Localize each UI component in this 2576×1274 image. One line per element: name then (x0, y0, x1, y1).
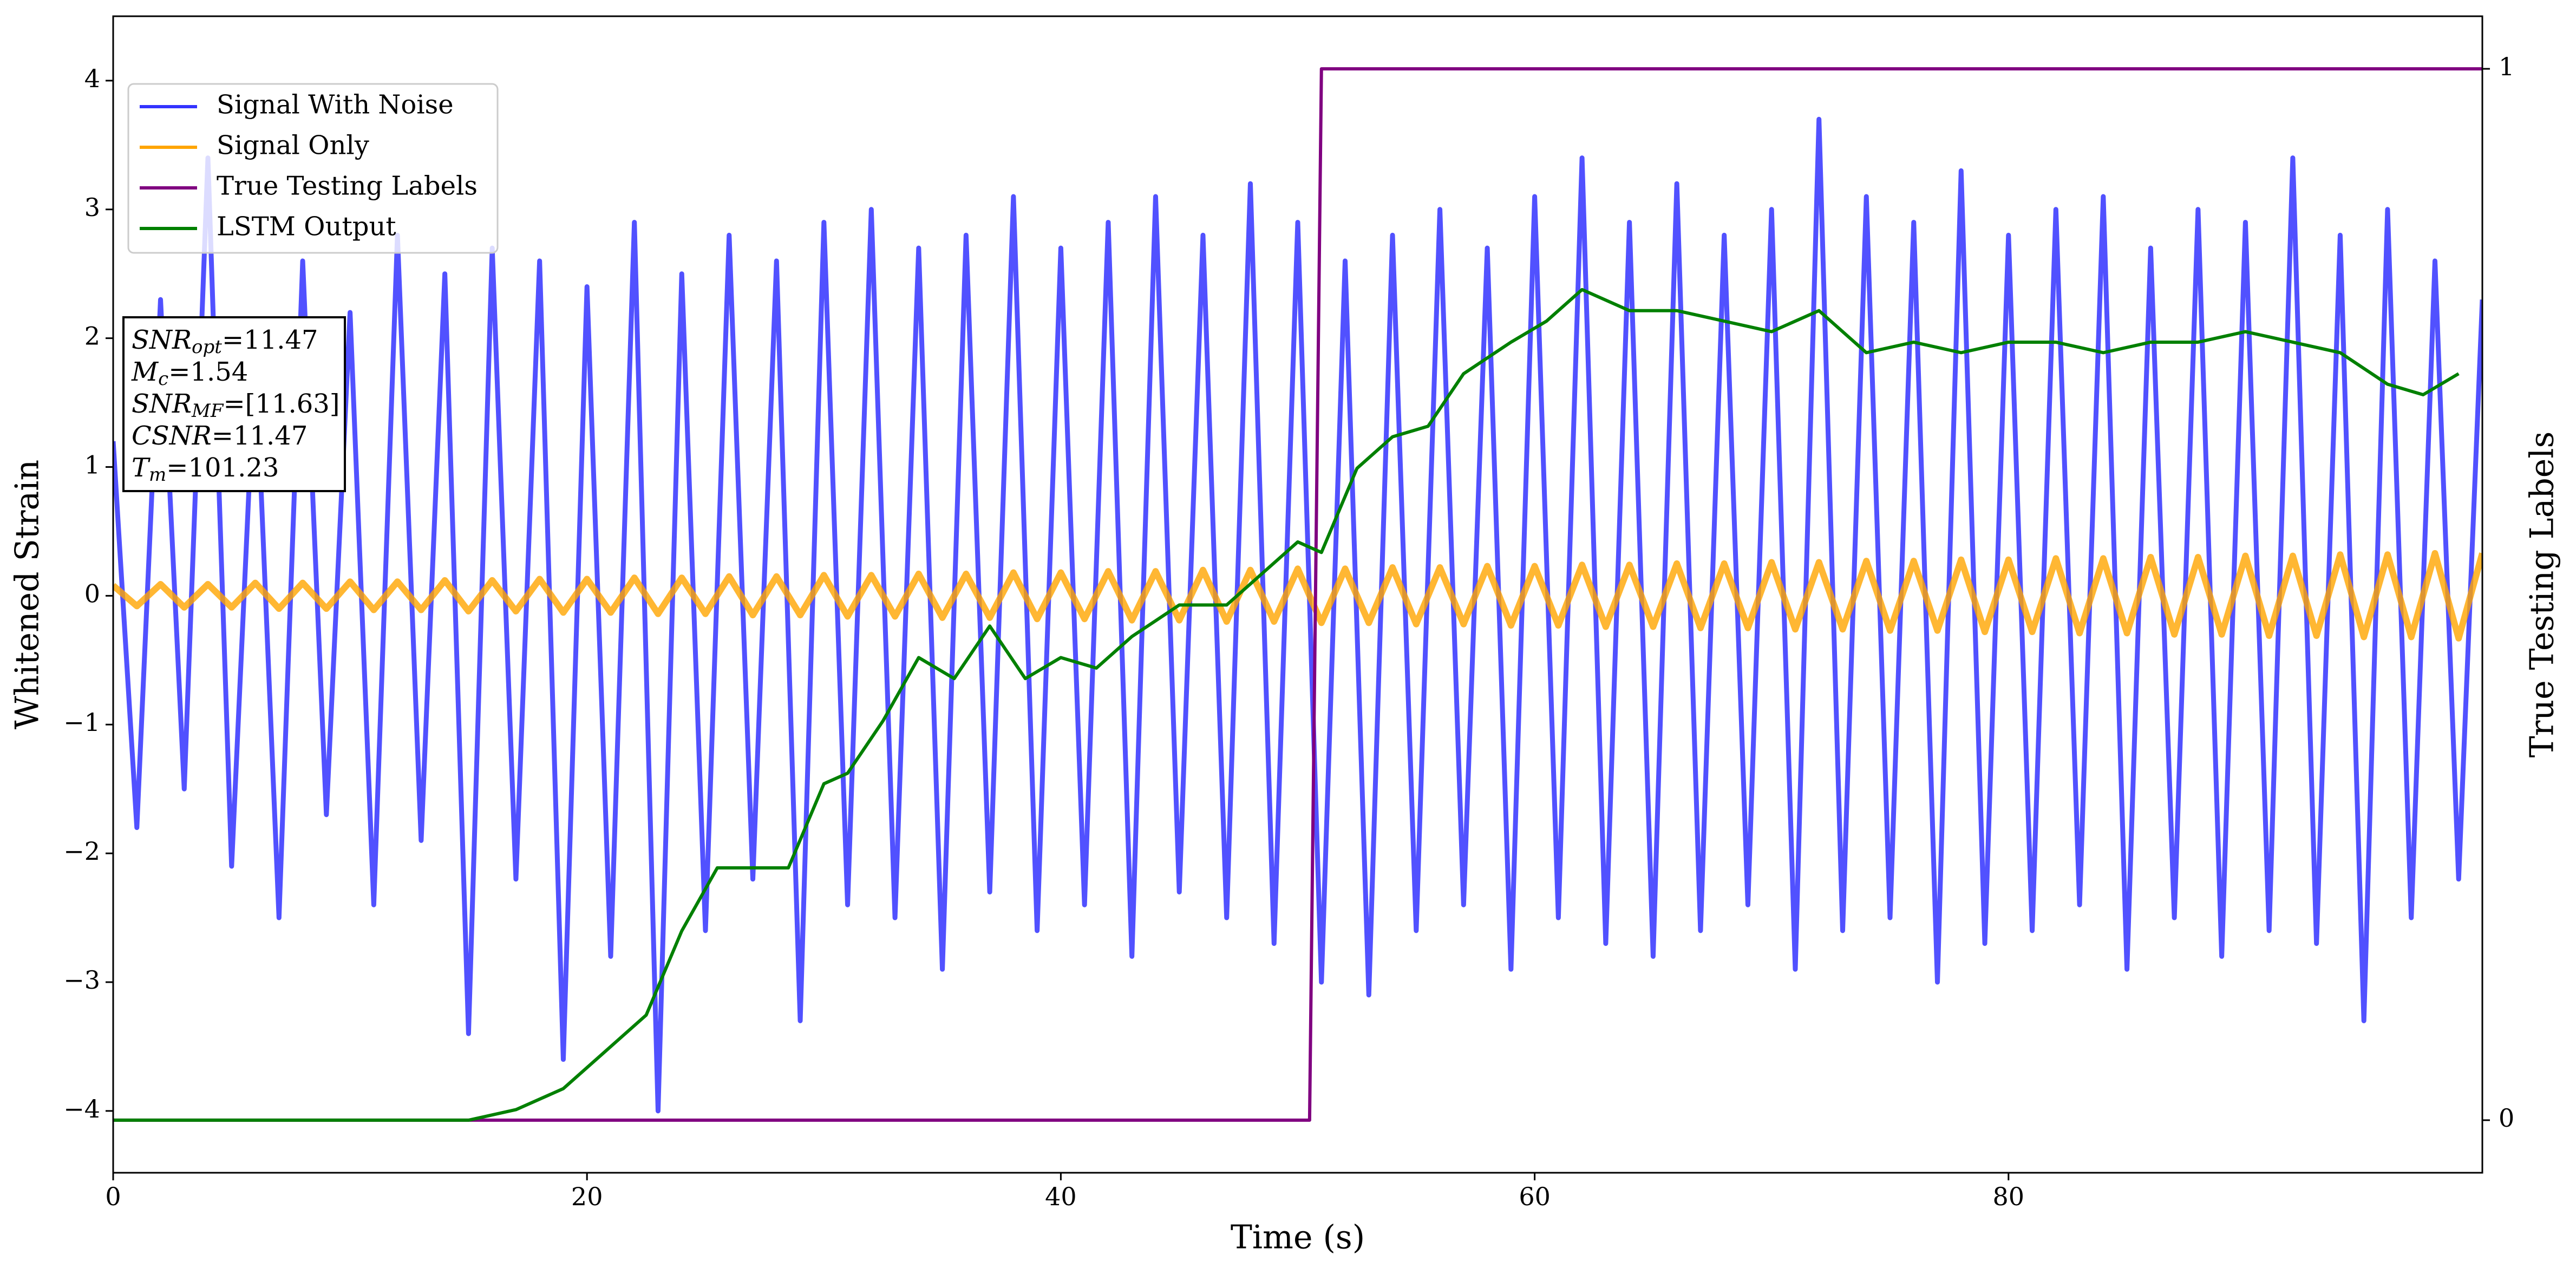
y-tick-label: −2 (63, 837, 100, 866)
annotation-subscript: m (149, 464, 166, 486)
y2-tick-label: 1 (2499, 52, 2514, 81)
legend-label: True Testing Labels (217, 171, 478, 201)
legend-label: LSTM Output (217, 212, 396, 242)
y2-axis-label: True Testing Labels (2523, 432, 2561, 758)
legend-label: Signal With Noise (217, 90, 454, 120)
x-tick-label: 60 (1519, 1182, 1551, 1211)
annotation-symbol: SNR (132, 389, 192, 419)
annotation-line: SNRMF=[11.63] (132, 389, 340, 422)
y-tick-label: −1 (63, 708, 100, 737)
annotation-value: =[11.63] (223, 389, 339, 419)
legend: Signal With Noise Signal Only True Testing… (127, 83, 499, 254)
x-tick-label: 20 (571, 1182, 603, 1211)
y-tick-label: 1 (84, 450, 100, 480)
series-line (113, 550, 2482, 642)
annotation-line: SNRopt=11.47 (132, 325, 318, 358)
annotation-value: =1.54 (168, 357, 248, 387)
legend-box (127, 83, 499, 254)
plot-frame (112, 15, 2483, 1174)
annotation-symbol: CSNR (132, 421, 212, 451)
series-line (113, 288, 2460, 1122)
y-tick-label: 0 (84, 579, 100, 608)
y-tick-label: 3 (84, 193, 100, 222)
y-tick-label: −3 (63, 965, 100, 995)
annotation-box (122, 316, 346, 492)
x-tick-label: 80 (1993, 1182, 2025, 1211)
annotation-line: CSNR=11.47 (132, 421, 308, 451)
x-tick-label: 40 (1045, 1182, 1077, 1211)
series-line (113, 67, 2482, 1122)
annotation-subscript: MF (191, 400, 224, 422)
annotation-line: Mc=1.54 (131, 357, 248, 390)
annotation-value: =11.47 (222, 325, 318, 355)
annotation-symbol: M (131, 357, 159, 387)
annotation-symbol: T (132, 453, 151, 483)
annotation: SNRopt=11.47Mc=1.54SNRMF=[11.63]CSNR=11.… (122, 316, 346, 492)
y-axis-label: Whitened Strain (9, 460, 47, 729)
y-tick-label: 4 (84, 64, 100, 93)
x-tick-label: 0 (105, 1182, 121, 1211)
y-tick-label: 2 (84, 322, 100, 351)
y-tick-label: −4 (63, 1094, 100, 1123)
annotation-subscript: c (158, 368, 168, 390)
legend-label: Signal Only (217, 130, 369, 161)
annotation-value: =11.47 (212, 421, 308, 451)
annotation-symbol: SNR (132, 325, 192, 355)
x-axis-label: Time (s) (1231, 1219, 1365, 1257)
annotation-value: =101.23 (166, 453, 279, 483)
annotation-line: Tm=101.23 (132, 453, 279, 486)
annotation-subscript: opt (192, 336, 222, 358)
series-line (113, 116, 2482, 1114)
y2-tick-label: 0 (2499, 1103, 2514, 1133)
